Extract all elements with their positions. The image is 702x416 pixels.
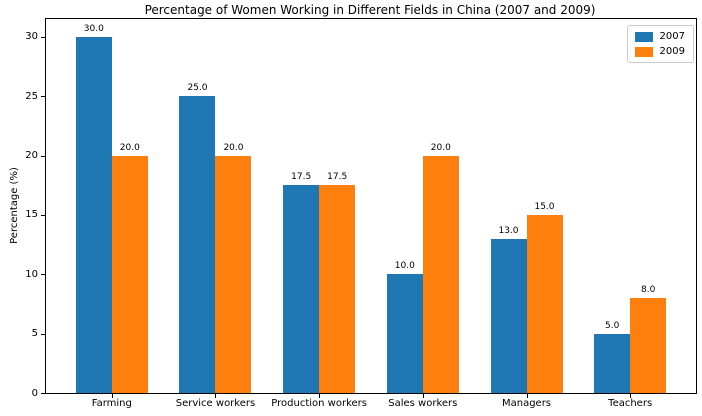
x-axis-tick <box>111 394 113 398</box>
bar-value-label: 17.5 <box>291 172 312 183</box>
x-axis-tick-label: Managers <box>501 398 552 409</box>
y-axis-tick <box>41 214 45 216</box>
bar-value-label: 10.0 <box>394 261 415 272</box>
bar-2009-service-workers <box>215 155 252 393</box>
y-axis-label: Percentage (%) <box>8 166 20 244</box>
x-axis-tick <box>630 394 632 398</box>
y-axis-tick-label: 5 <box>31 328 38 340</box>
y-axis-tick-label: 25 <box>25 90 38 102</box>
bar-2009-farming <box>111 155 148 393</box>
bar-value-label: 20.0 <box>223 142 244 153</box>
x-axis-tick-label: Service workers <box>175 398 256 409</box>
legend-swatch-icon <box>634 31 653 42</box>
legend-item-2007: 2007 <box>634 31 685 42</box>
legend-swatch-icon <box>634 46 653 57</box>
x-axis-tick-label: Farming <box>91 398 132 409</box>
bar-2007-teachers <box>594 333 631 393</box>
bar-value-label: 8.0 <box>640 285 656 296</box>
y-axis-tick <box>41 274 45 276</box>
x-axis-tick <box>422 394 424 398</box>
x-axis-tick-label: Production workers <box>271 398 367 409</box>
y-axis-tick <box>41 36 45 38</box>
bar-2007-managers <box>490 238 527 393</box>
bar-value-label: 25.0 <box>187 83 208 94</box>
y-axis-tick-label: 10 <box>25 268 38 280</box>
x-axis-tick <box>319 394 321 398</box>
legend-label: 2007 <box>659 31 685 42</box>
x-axis-tick-label: Sales workers <box>388 398 458 409</box>
y-axis-tick <box>41 155 45 157</box>
bar-value-label: 20.0 <box>430 142 451 153</box>
chart-title: Percentage of Women Working in Different… <box>144 3 596 17</box>
y-axis-tick-label: 30 <box>25 31 38 43</box>
bar-2007-production-workers <box>283 185 320 393</box>
y-axis-tick <box>41 333 45 335</box>
x-axis-tick <box>526 394 528 398</box>
y-axis-tick-label: 20 <box>25 150 38 162</box>
y-axis-tick-label: 0 <box>31 387 38 399</box>
plot-area: 0 5 10 15 20 25 30 30.0 25.0 17.5 10.0 13.0 5.0 20.0 2… <box>25 18 697 409</box>
x-axis-tick-label: Teachers <box>608 398 653 409</box>
bar-value-label: 20.0 <box>119 142 140 153</box>
bar-2009-teachers <box>630 298 667 393</box>
bar-value-label: 30.0 <box>83 23 104 34</box>
bar-2007-sales-workers <box>386 274 423 393</box>
x-axis-tick <box>215 394 217 398</box>
bar-value-label: 13.0 <box>498 225 519 236</box>
legend-label: 2009 <box>659 46 685 57</box>
y-axis-tick <box>41 393 45 394</box>
y-axis-tick-label: 15 <box>25 209 38 221</box>
y-axis-tick <box>41 96 45 98</box>
legend: 2007 2009 <box>626 25 694 63</box>
bar-value-label: 17.5 <box>327 172 348 183</box>
bar-2007-farming <box>75 36 112 393</box>
bar-2009-production-workers <box>319 185 356 393</box>
bar-2009-sales-workers <box>422 155 459 393</box>
legend-item-2009: 2009 <box>634 46 685 57</box>
bar-value-label: 5.0 <box>604 320 620 331</box>
bar-2007-service-workers <box>179 96 216 393</box>
bar-2009-managers <box>526 214 563 393</box>
bar-value-label: 15.0 <box>534 201 555 212</box>
